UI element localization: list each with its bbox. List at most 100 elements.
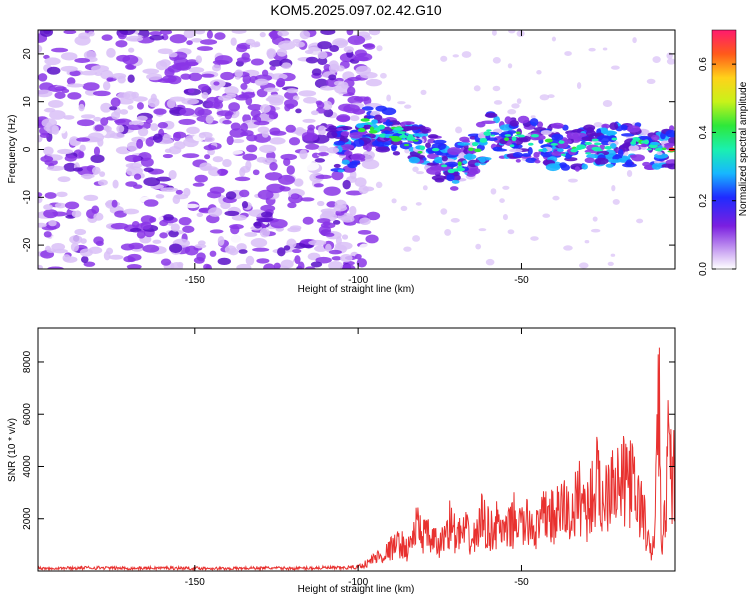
- snr-x-tick-label: -50: [514, 577, 529, 588]
- spectrogram-noise-cell: [175, 189, 183, 195]
- spectrogram-signal-cell: [629, 154, 637, 158]
- spectrogram-noise-cell: [181, 161, 195, 170]
- spectrogram-noise-cell: [230, 122, 241, 131]
- spectrogram-noise-cell: [38, 89, 53, 98]
- spectrogram-signal-cell: [418, 125, 426, 130]
- spectrogram-noise-cell: [110, 222, 129, 230]
- spectrogram-noise-cell: [239, 189, 250, 198]
- spectrogram-noise-cell: [228, 248, 239, 256]
- spectrogram-noise-cell: [261, 211, 273, 218]
- spectrogram-peak-cell: [550, 142, 559, 146]
- spectrogram-noise-cell: [182, 153, 200, 159]
- spectrogram-noise-cell: [349, 205, 357, 216]
- spectrogram-signal-cell: [365, 144, 372, 152]
- spectrogram-noise-cell: [43, 204, 53, 211]
- spectrogram-signal-cell: [429, 165, 442, 171]
- spectrogram-noise-cell: [115, 40, 128, 48]
- spectrogram-noise-cell: [38, 222, 47, 228]
- spectrogram-noise-cell: [64, 154, 77, 162]
- spectrogram-peak-cell: [468, 147, 474, 152]
- spectrogram-noise-cell: [206, 96, 219, 104]
- chart-title: KOM5.2025.097.02.42.G10: [270, 2, 442, 18]
- spectrogram-noise-cell: [117, 92, 131, 100]
- spectrogram-signal-cell: [533, 151, 540, 158]
- spectrogram-noise-cell: [318, 225, 332, 236]
- spectrogram-noise-cell: [112, 179, 119, 189]
- spectrogram-noise-cell: [149, 31, 163, 36]
- spectrogram-peak-cell: [504, 137, 510, 142]
- spectrogram-noise-cell: [301, 68, 311, 74]
- spectrogram-noise-cell: [39, 132, 50, 139]
- spectrogram-peak-cell: [378, 124, 386, 130]
- spectrogram-noise-cell: [564, 51, 572, 57]
- spectrogram-signal-cell: [375, 141, 385, 147]
- spectrogram-peak-cell: [631, 139, 637, 143]
- spectrogram-noise-cell: [422, 185, 428, 191]
- spectrogram-noise-cell: [311, 68, 322, 76]
- spectrogram-signal-cell: [559, 162, 568, 169]
- spectrogram-noise-cell: [111, 199, 118, 208]
- spectrogram-noise-cell: [235, 181, 247, 187]
- spectrogram-noise-cell: [80, 114, 96, 119]
- spectrogram-noise-cell: [47, 266, 64, 269]
- spectrogram-signal-cell: [375, 105, 388, 112]
- spectrogram-noise-cell: [90, 154, 105, 163]
- spectrogram-noise-cell: [593, 121, 603, 128]
- spectrogram-noise-cell: [159, 232, 168, 239]
- spectrogram-signal-cell: [344, 150, 353, 156]
- spectrogram-peak-cell: [394, 137, 403, 141]
- spectrogram-noise-cell: [66, 77, 76, 86]
- spectrogram-noise-cell: [54, 91, 66, 99]
- spectrogram-peak-cell: [542, 147, 547, 153]
- spectrogram-noise-cell: [106, 47, 116, 58]
- spectrogram-noise-cell: [145, 117, 153, 124]
- snr-x-tick-label: -100: [348, 577, 368, 588]
- spectrogram-noise-cell: [196, 46, 214, 52]
- spectrogram-noise-cell: [241, 201, 249, 209]
- spectrogram-noise-cell: [404, 148, 410, 154]
- colorbar-tick-label: 0.0: [698, 262, 709, 276]
- spectrogram-noise-cell: [340, 254, 353, 263]
- spectrogram-noise-cell: [253, 221, 262, 229]
- spectrogram-noise-cell: [359, 217, 371, 225]
- spectrogram-noise-cell: [83, 261, 96, 267]
- spectrogram-noise-cell: [300, 197, 315, 202]
- spectrogram-signal-cell: [463, 153, 477, 160]
- spectrogram-noise-cell: [51, 234, 62, 244]
- spectrogram-noise-cell: [310, 110, 319, 116]
- spectrogram-noise-cell: [397, 101, 406, 105]
- spectrogram-noise-cell: [83, 194, 99, 201]
- spectrogram-noise-cell: [666, 52, 673, 60]
- spectrogram-noise-cell: [273, 262, 281, 269]
- spectrogram-noise-cell: [420, 89, 427, 96]
- spectrogram-signal-cell: [480, 120, 496, 125]
- spectrogram-noise-cell: [82, 82, 100, 91]
- spectrogram-noise-cell: [280, 259, 294, 269]
- spectrogram-noise-cell: [303, 162, 320, 171]
- spectrogram-peak-cell: [457, 165, 463, 169]
- spectrogram-noise-cell: [375, 181, 383, 189]
- spectrogram-noise-cell: [106, 77, 114, 82]
- spectrogram-noise-cell: [336, 114, 351, 123]
- spectrogram-noise-cell: [298, 90, 317, 97]
- spectrogram-noise-cell: [354, 49, 367, 57]
- spectrogram-noise-cell: [269, 30, 278, 41]
- spectrogram-noise-cell: [286, 165, 295, 175]
- spectrogram-noise-cell: [203, 136, 215, 143]
- spectrogram-noise-cell: [539, 94, 550, 101]
- spectrogram-noise-cell: [122, 54, 139, 65]
- spectrogram-peak-cell: [584, 141, 592, 146]
- spectrogram-signal-cell: [421, 130, 429, 134]
- spectrogram-noise-cell: [182, 225, 195, 233]
- spectrogram-noise-cell: [280, 153, 298, 161]
- spectrogram-noise-cell: [168, 52, 178, 58]
- spectrogram-noise-cell: [216, 110, 234, 117]
- spectrogram-noise-cell: [376, 45, 383, 52]
- spectrogram-noise-cell: [116, 124, 125, 133]
- spectrogram-signal-cell: [408, 156, 420, 164]
- spectrogram-noise-cell: [205, 264, 212, 269]
- spectrogram-peak-cell: [486, 129, 492, 132]
- spectrogram-noise-cell: [304, 266, 316, 269]
- spectrogram-noise-cell: [331, 170, 344, 181]
